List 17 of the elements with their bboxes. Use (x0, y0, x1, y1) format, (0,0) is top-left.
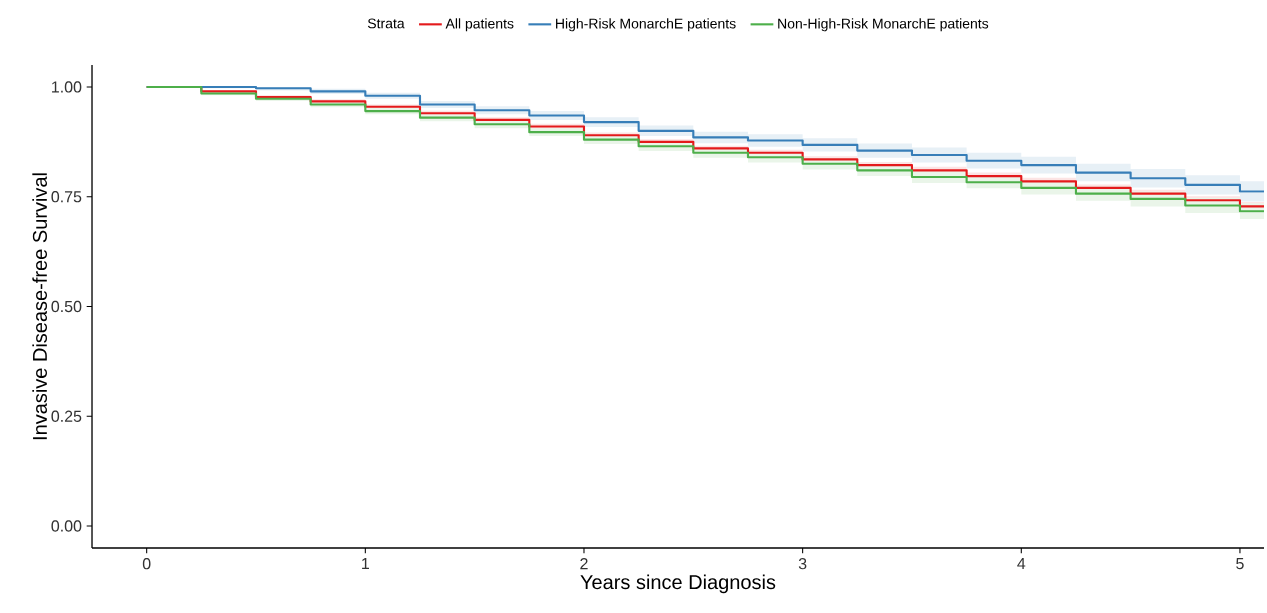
x-tick-label: 5 (1236, 558, 1244, 570)
legend-title: Strata (367, 18, 405, 29)
x-tick-label: 0 (142, 558, 151, 570)
x-tick-label: 1 (362, 558, 369, 570)
x-tick-label: 2 (580, 558, 588, 570)
y-tick-label: 1.00 (52, 81, 82, 93)
legend-label: Non-High-Risk MonarchE patients (778, 18, 989, 32)
legend-label: All patients (445, 18, 514, 32)
y-tick-label: 0.25 (51, 410, 82, 422)
legend-label: High-Risk MonarchE patients (556, 18, 736, 32)
x-tick-label: 3 (798, 558, 807, 570)
x-tick-label: 4 (1017, 558, 1026, 570)
y-tick-label: 0.00 (51, 520, 82, 532)
y-tick-label: 0.50 (51, 300, 82, 313)
x-axis-title: Years since Diagnosis (580, 574, 776, 594)
y-tick-label: 0.75 (51, 191, 82, 203)
y-axis-title: Invasive Disease-free Survival (32, 173, 47, 440)
